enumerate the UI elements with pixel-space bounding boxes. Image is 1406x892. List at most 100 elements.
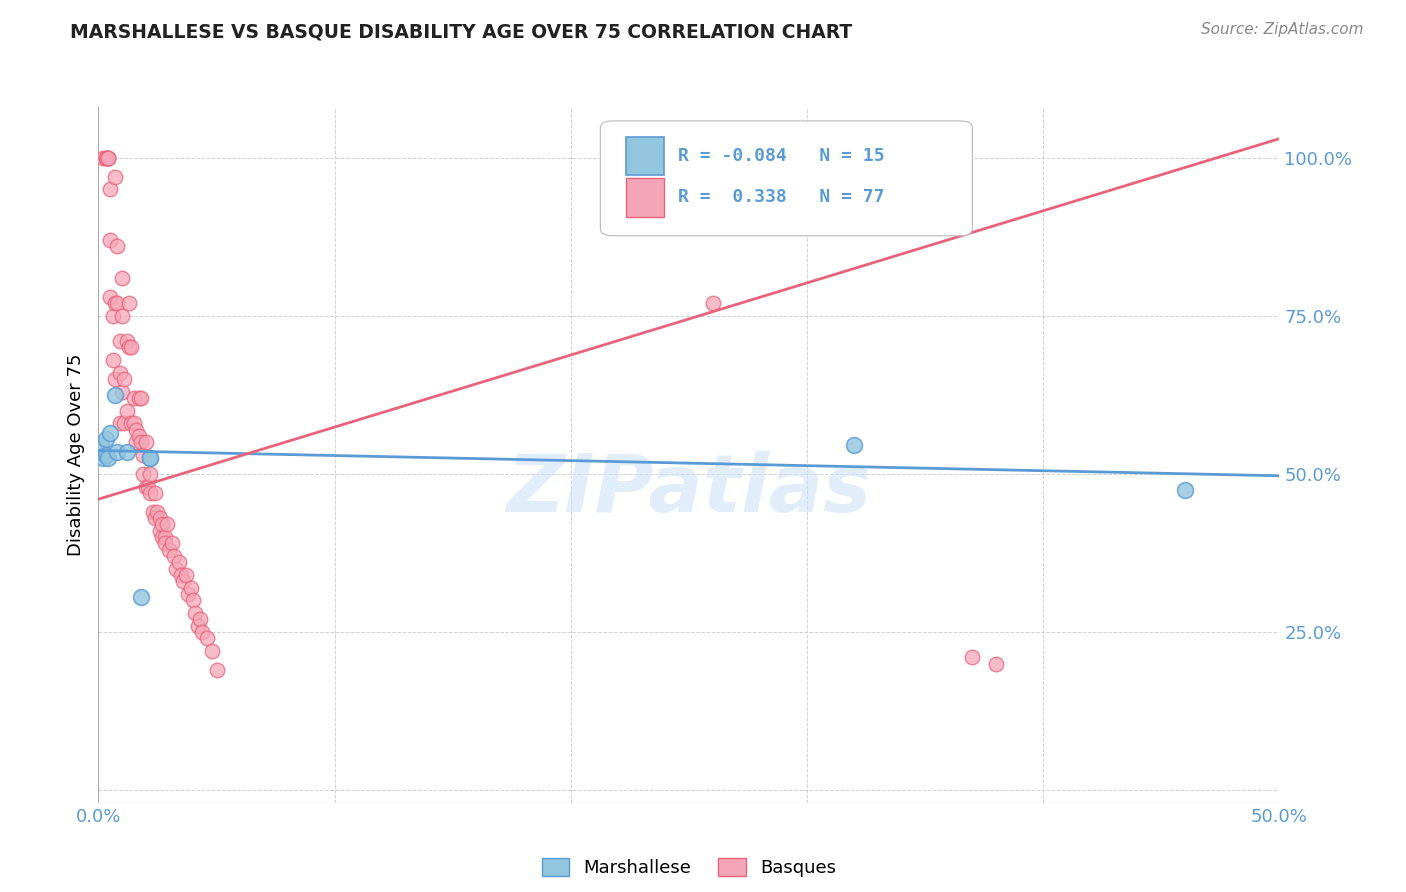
Point: [180, 581, 202, 595]
Point: [187, 618, 209, 632]
Point: [94, 151, 117, 165]
Point: [135, 479, 157, 493]
Point: [101, 353, 124, 368]
Point: [1174, 483, 1197, 497]
Point: [153, 530, 176, 544]
FancyBboxPatch shape: [626, 136, 664, 175]
Point: [122, 417, 145, 431]
Point: [125, 423, 148, 437]
Point: [984, 657, 1007, 671]
Point: [94, 432, 117, 446]
Point: [111, 309, 134, 323]
Point: [167, 556, 190, 570]
Point: [112, 372, 135, 386]
Point: [91, 151, 114, 165]
Point: [122, 391, 145, 405]
Point: [90, 444, 112, 458]
Text: R = -0.084   N = 15: R = -0.084 N = 15: [678, 147, 884, 165]
Text: MARSHALLESE VS BASQUE DISABILITY AGE OVER 75 CORRELATION CHART: MARSHALLESE VS BASQUE DISABILITY AGE OVE…: [70, 22, 852, 41]
Point: [129, 591, 152, 605]
Point: [150, 517, 173, 532]
Point: [97, 151, 120, 165]
Point: [118, 296, 141, 310]
Point: [129, 391, 152, 405]
Point: [962, 650, 984, 665]
Point: [132, 467, 155, 481]
Point: [136, 479, 159, 493]
Point: [118, 340, 141, 354]
Point: [97, 151, 120, 165]
Point: [98, 290, 121, 304]
Point: [108, 417, 131, 431]
Point: [165, 562, 187, 576]
Point: [153, 536, 176, 550]
Point: [105, 444, 128, 458]
Point: [129, 435, 152, 450]
Point: [181, 593, 204, 607]
Point: [139, 467, 162, 481]
Point: [91, 451, 114, 466]
Point: [142, 505, 165, 519]
Point: [201, 644, 224, 658]
Point: [104, 169, 127, 184]
Point: [111, 270, 134, 285]
Point: [143, 486, 166, 500]
Point: [146, 505, 169, 519]
Legend: Marshallese, Basques: Marshallese, Basques: [534, 850, 844, 884]
Point: [98, 233, 121, 247]
Point: [191, 625, 214, 640]
Point: [844, 438, 866, 452]
Point: [115, 444, 138, 458]
FancyBboxPatch shape: [600, 121, 973, 235]
Point: [702, 296, 724, 310]
Point: [105, 239, 128, 253]
Point: [115, 403, 138, 417]
Point: [104, 372, 127, 386]
Point: [139, 451, 162, 466]
Point: [97, 151, 120, 165]
Point: [97, 451, 120, 466]
Point: [112, 417, 135, 431]
Point: [104, 388, 127, 402]
Point: [160, 536, 183, 550]
Point: [98, 182, 121, 196]
Point: [132, 448, 155, 462]
Point: [150, 530, 173, 544]
Point: [94, 448, 117, 462]
Point: [149, 511, 172, 525]
Point: [101, 309, 124, 323]
Point: [121, 340, 143, 354]
Point: [163, 549, 186, 563]
Point: [115, 334, 138, 348]
Point: [135, 435, 157, 450]
Point: [188, 612, 211, 626]
Point: [105, 296, 128, 310]
Point: [108, 334, 131, 348]
Point: [90, 438, 112, 452]
Point: [121, 417, 143, 431]
Point: [174, 568, 197, 582]
Point: [125, 435, 148, 450]
Point: [128, 429, 150, 443]
Point: [139, 486, 162, 500]
Point: [184, 606, 207, 620]
FancyBboxPatch shape: [626, 178, 664, 217]
Point: [98, 425, 121, 440]
Point: [170, 568, 193, 582]
Text: Source: ZipAtlas.com: Source: ZipAtlas.com: [1201, 22, 1364, 37]
Point: [172, 574, 194, 589]
Y-axis label: Disability Age Over 75: Disability Age Over 75: [66, 353, 84, 557]
Point: [104, 296, 127, 310]
Point: [143, 511, 166, 525]
Point: [157, 542, 180, 557]
Point: [205, 663, 228, 677]
Point: [195, 632, 218, 646]
Text: ZIPatlas: ZIPatlas: [506, 450, 872, 529]
Point: [108, 366, 131, 380]
Point: [128, 391, 150, 405]
Point: [94, 151, 117, 165]
Text: R =  0.338   N = 77: R = 0.338 N = 77: [678, 188, 884, 206]
Point: [111, 384, 134, 399]
Point: [149, 524, 172, 538]
Point: [156, 517, 179, 532]
